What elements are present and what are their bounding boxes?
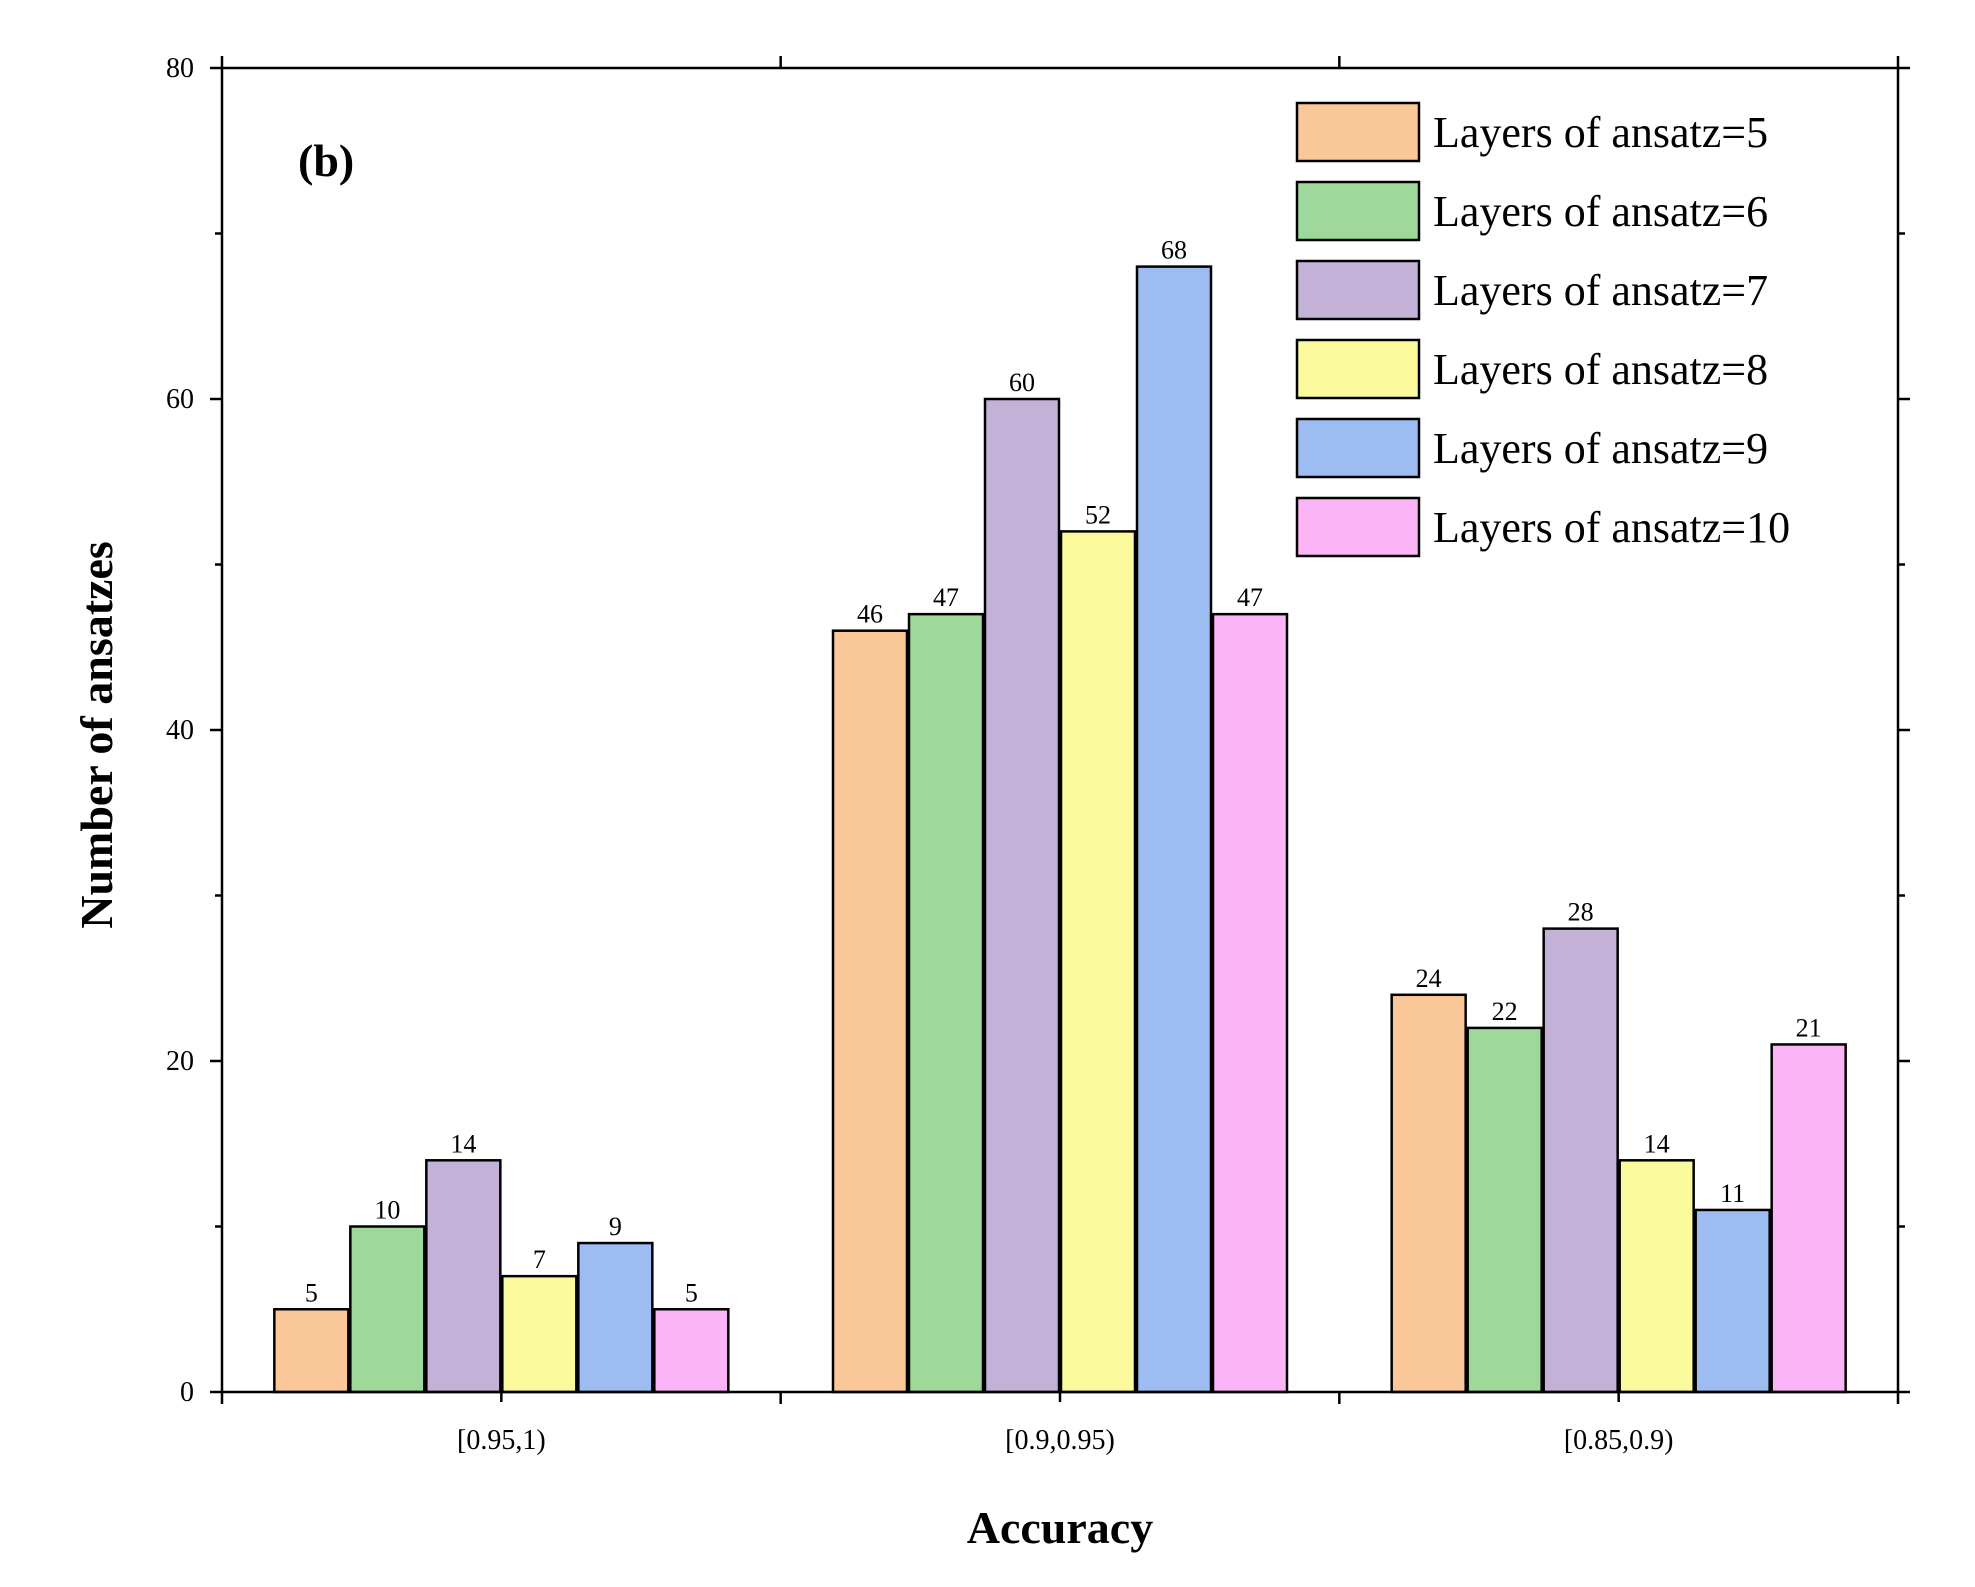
legend-swatch bbox=[1295, 101, 1421, 163]
x-tick-label: [0.9,0.95) bbox=[1005, 1425, 1115, 1456]
y-tick-label: 80 bbox=[166, 53, 194, 84]
bar bbox=[1059, 530, 1137, 1394]
bar-value-label: 68 bbox=[1161, 236, 1187, 265]
bar-value-label: 22 bbox=[1492, 997, 1518, 1026]
x-tick-label: [0.85,0.9) bbox=[1564, 1425, 1674, 1456]
bar-value-label: 14 bbox=[1644, 1129, 1670, 1158]
y-axis-title: Number of ansatzes bbox=[71, 541, 122, 929]
bar-value-label: 52 bbox=[1085, 500, 1111, 529]
legend-label: Layers of ansatz=6 bbox=[1433, 187, 1768, 236]
bar-value-label: 11 bbox=[1720, 1179, 1745, 1208]
bar-value-label: 14 bbox=[450, 1129, 476, 1158]
ticks-layer: 0 20 40 60 80 [0.95,1) [0.9,0.95) [0.85,0.9) bbox=[166, 53, 1910, 1456]
y-tick-label: 60 bbox=[166, 384, 194, 415]
bar bbox=[1618, 1159, 1695, 1394]
legend-label: Layers of ansatz=7 bbox=[1433, 266, 1768, 315]
value-labels-layer: 5 10 14 7 9 5 46 47 60 52 68 47 24 22 28 14 11 21 bbox=[305, 236, 1822, 1308]
legend-swatch bbox=[1295, 259, 1421, 321]
bar bbox=[831, 629, 909, 1394]
bar bbox=[577, 1241, 654, 1394]
bar bbox=[1694, 1208, 1771, 1394]
bar-value-label: 7 bbox=[533, 1245, 546, 1274]
legend-swatch bbox=[1295, 180, 1421, 242]
bar-value-label: 28 bbox=[1568, 898, 1594, 927]
legend: Layers of ansatz=5 Layers of ansatz=6 Laye… bbox=[1295, 101, 1790, 558]
bar-value-label: 47 bbox=[933, 583, 959, 612]
legend-swatch bbox=[1295, 338, 1421, 400]
bar bbox=[501, 1274, 578, 1394]
legend-label: Layers of ansatz=8 bbox=[1433, 345, 1768, 394]
bar-value-label: 46 bbox=[857, 600, 883, 629]
bar bbox=[1211, 612, 1289, 1394]
bar bbox=[907, 612, 985, 1394]
x-tick-label: [0.95,1) bbox=[457, 1425, 546, 1456]
bar-value-label: 5 bbox=[685, 1278, 698, 1307]
legend-swatch bbox=[1295, 417, 1421, 479]
legend-swatch bbox=[1295, 496, 1421, 558]
bar bbox=[1466, 1026, 1543, 1394]
y-tick-label: 20 bbox=[166, 1046, 194, 1077]
bar bbox=[1770, 1043, 1847, 1394]
bar bbox=[1390, 993, 1467, 1394]
bar-value-label: 47 bbox=[1237, 583, 1263, 612]
bar-value-label: 21 bbox=[1796, 1013, 1822, 1042]
plot-frame bbox=[220, 66, 1900, 1394]
bar-value-label: 9 bbox=[609, 1212, 622, 1241]
y-tick-label: 40 bbox=[166, 715, 194, 746]
bar-value-label: 60 bbox=[1009, 368, 1035, 397]
y-tick-label: 0 bbox=[180, 1377, 194, 1408]
legend-label: Layers of ansatz=10 bbox=[1433, 503, 1790, 552]
bar bbox=[349, 1225, 426, 1394]
bar-value-label: 5 bbox=[305, 1278, 318, 1307]
bar bbox=[1135, 265, 1213, 1394]
legend-label: Layers of ansatz=9 bbox=[1433, 424, 1768, 473]
bar bbox=[983, 397, 1061, 1394]
x-axis-title: Accuracy bbox=[967, 1502, 1153, 1553]
panel-label: (b) bbox=[298, 135, 354, 186]
bar bbox=[1542, 927, 1619, 1394]
bars-layer bbox=[273, 265, 1847, 1394]
bar bbox=[273, 1308, 350, 1394]
bar-value-label: 24 bbox=[1416, 964, 1442, 993]
legend-label: Layers of ansatz=5 bbox=[1433, 108, 1768, 157]
bar bbox=[425, 1159, 502, 1394]
bar-value-label: 10 bbox=[374, 1196, 400, 1225]
bar bbox=[653, 1308, 730, 1394]
